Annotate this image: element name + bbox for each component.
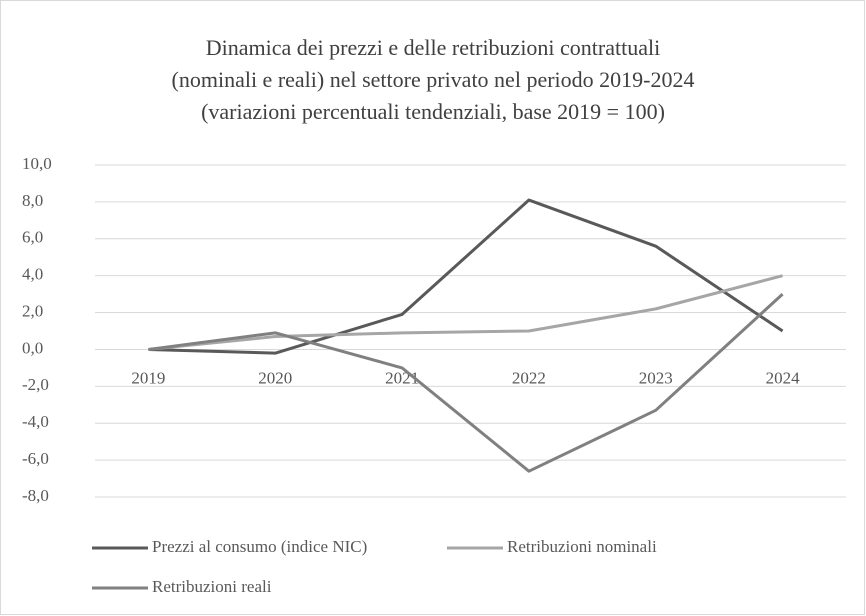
y-tick-label: 8,0 (22, 191, 43, 210)
series-line (148, 274, 783, 351)
y-tick-label: -2,0 (22, 375, 49, 394)
y-tick-label: -6,0 (22, 449, 49, 468)
x-tick-label: 2022 (512, 368, 546, 387)
chart-title: (variazioni percentuali tendenziali, bas… (201, 99, 665, 124)
x-tick-label: 2023 (639, 368, 673, 387)
y-tick-label: -4,0 (22, 412, 49, 431)
y-tick-label: 10,0 (22, 154, 52, 173)
legend-label: Retribuzioni nominali (507, 537, 657, 556)
series-line (148, 198, 784, 355)
x-tick-label: 2020 (258, 368, 292, 387)
x-tick-label: 2019 (131, 368, 165, 387)
chart-title: Dinamica dei prezzi e delle retribuzioni… (206, 35, 660, 60)
y-tick-label: 0,0 (22, 338, 43, 357)
y-tick-label: 6,0 (22, 228, 43, 247)
x-tick-label: 2024 (766, 368, 801, 387)
y-tick-label: -8,0 (22, 486, 49, 505)
legend-label: Retribuzioni reali (152, 577, 272, 596)
chart-title: (nominali e reali) nel settore privato n… (172, 67, 695, 92)
y-tick-label: 4,0 (22, 265, 43, 284)
series-line (148, 293, 784, 473)
legend-label: Prezzi al consumo (indice NIC) (152, 537, 367, 556)
y-tick-label: 2,0 (22, 301, 43, 320)
